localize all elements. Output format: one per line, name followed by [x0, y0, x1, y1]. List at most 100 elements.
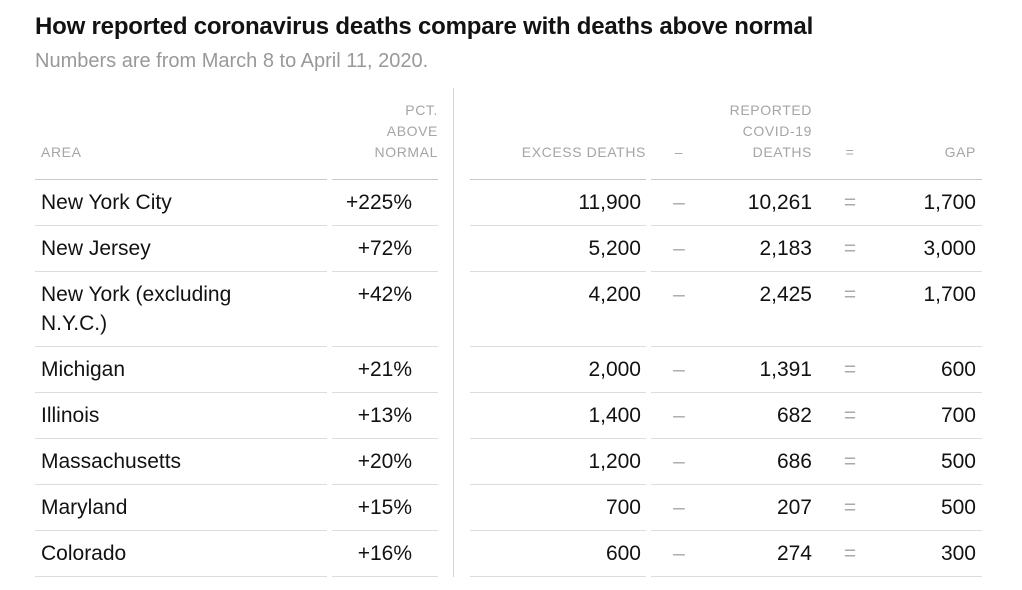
table-header-row: AREA PCT. ABOVE NORMAL EXCESS DEATHS – R…: [35, 88, 1022, 180]
equals-operator: =: [843, 404, 857, 427]
column-divider: [453, 393, 454, 439]
table-row: New Jersey +72% 5,200 – 2,183 = 3,000: [35, 226, 1022, 272]
pct-above-normal-cell: +20%: [332, 439, 438, 485]
area-label: Massachusetts: [41, 450, 182, 473]
pct-above-normal-cell: +15%: [332, 485, 438, 531]
pct-above-normal-cell: +72%: [332, 226, 438, 272]
excess-deaths-cell: 1,200: [470, 439, 646, 485]
gap-cell: 600: [940, 358, 976, 381]
reported-covid-deaths-cell: 682: [776, 404, 812, 427]
column-header-group: – REPORTED COVID-19 DEATHS = GAP: [651, 88, 982, 180]
pct-above-normal-cell: +13%: [332, 393, 438, 439]
column-header-pct-above-normal-label: PCT. ABOVE NORMAL: [374, 102, 438, 160]
excess-deaths-cell: 5,200: [470, 226, 646, 272]
minus-operator: –: [673, 358, 685, 381]
table-body: New York City +225% 11,900 – 10,261 = 1,…: [35, 180, 1022, 577]
column-divider: [453, 531, 454, 577]
reported-covid-deaths-cell: 2,183: [759, 237, 812, 260]
column-divider: [453, 439, 454, 485]
calculation-cell-group: – 2,183 = 3,000: [651, 226, 982, 272]
table-row: Michigan +21% 2,000 – 1,391 = 600: [35, 347, 1022, 393]
column-divider-spacer: [438, 347, 470, 393]
equals-operator: =: [843, 237, 857, 260]
column-divider: [453, 88, 454, 180]
column-divider: [453, 226, 454, 272]
gap-cell: 1,700: [923, 283, 976, 306]
calculation-cell-group: – 682 = 700: [651, 393, 982, 439]
calculation-cell-group: – 2,425 = 1,700: [651, 272, 982, 347]
column-header-pct-above-normal: PCT. ABOVE NORMAL: [332, 88, 438, 180]
column-divider-spacer: [438, 180, 470, 226]
column-header-area: AREA: [35, 88, 327, 180]
area-cell: Illinois: [35, 393, 327, 439]
column-divider-spacer: [438, 485, 470, 531]
calculation-cell-group: – 686 = 500: [651, 439, 982, 485]
gap-cell: 500: [940, 450, 976, 473]
reported-covid-deaths-cell: 10,261: [747, 191, 812, 214]
chart-title: How reported coronavirus deaths compare …: [35, 13, 814, 40]
excess-deaths-cell: 11,900: [470, 180, 646, 226]
equals-operator: =: [843, 496, 857, 519]
excess-deaths-cell: 700: [470, 485, 646, 531]
chart-container: How reported coronavirus deaths compare …: [35, 13, 1022, 577]
area-cell: Colorado: [35, 531, 327, 577]
area-label: Illinois: [41, 404, 100, 427]
reported-covid-deaths-cell: 1,391: [759, 358, 812, 381]
area-label: New York (excluding N.Y.C.): [41, 283, 232, 335]
gap-cell: 500: [940, 496, 976, 519]
equals-operator: =: [843, 283, 857, 306]
area-label: New Jersey: [41, 237, 151, 260]
column-divider: [453, 180, 454, 226]
column-header-reported-covid-deaths: REPORTED COVID-19 DEATHS: [729, 102, 812, 160]
column-header-area-label: AREA: [41, 144, 82, 160]
reported-covid-deaths-cell: 686: [776, 450, 812, 473]
column-divider-spacer: [438, 226, 470, 272]
table-row: New York (excluding N.Y.C.) +42% 4,200 –…: [35, 272, 1022, 347]
column-divider-spacer: [438, 393, 470, 439]
minus-operator: –: [673, 191, 685, 214]
equals-operator: =: [843, 191, 857, 214]
calculation-cell-group: – 1,391 = 600: [651, 347, 982, 393]
gap-cell: 3,000: [923, 237, 976, 260]
reported-covid-deaths-cell: 207: [776, 496, 812, 519]
table-row: Illinois +13% 1,400 – 682 = 700: [35, 393, 1022, 439]
column-divider: [453, 272, 454, 347]
column-header-gap: GAP: [944, 144, 976, 160]
pct-above-normal-cell: +21%: [332, 347, 438, 393]
column-divider-spacer: [438, 272, 470, 347]
area-label: Michigan: [41, 358, 126, 381]
area-cell: New Jersey: [35, 226, 327, 272]
column-header-equals-operator: =: [845, 144, 855, 160]
area-cell: Maryland: [35, 485, 327, 531]
table-row: New York City +225% 11,900 – 10,261 = 1,…: [35, 180, 1022, 226]
area-cell: Michigan: [35, 347, 327, 393]
pct-above-normal-cell: +16%: [332, 531, 438, 577]
excess-deaths-cell: 2,000: [470, 347, 646, 393]
pct-above-normal-cell: +42%: [332, 272, 438, 347]
table-row: Massachusetts +20% 1,200 – 686 = 500: [35, 439, 1022, 485]
calculation-cell-group: – 207 = 500: [651, 485, 982, 531]
equals-operator: =: [843, 450, 857, 473]
deaths-comparison-table: AREA PCT. ABOVE NORMAL EXCESS DEATHS – R…: [35, 88, 1022, 577]
pct-above-normal-cell: +225%: [332, 180, 438, 226]
column-header-minus-operator: –: [674, 144, 684, 160]
area-cell: New York City: [35, 180, 327, 226]
minus-operator: –: [673, 496, 685, 519]
minus-operator: –: [673, 283, 685, 306]
column-divider-spacer: [438, 531, 470, 577]
area-cell: New York (excluding N.Y.C.): [35, 272, 327, 347]
calculation-cell-group: – 274 = 300: [651, 531, 982, 577]
column-header-excess-deaths-label: EXCESS DEATHS: [521, 144, 646, 160]
excess-deaths-cell: 4,200: [470, 272, 646, 347]
area-cell: Massachusetts: [35, 439, 327, 485]
reported-covid-deaths-cell: 274: [776, 542, 812, 565]
gap-cell: 700: [940, 404, 976, 427]
minus-operator: –: [673, 237, 685, 260]
column-header-excess-deaths: EXCESS DEATHS: [470, 88, 646, 180]
excess-deaths-cell: 600: [470, 531, 646, 577]
equals-operator: =: [843, 542, 857, 565]
gap-cell: 1,700: [923, 191, 976, 214]
area-label: New York City: [41, 191, 172, 214]
column-divider: [453, 347, 454, 393]
table-row: Colorado +16% 600 – 274 = 300: [35, 531, 1022, 577]
